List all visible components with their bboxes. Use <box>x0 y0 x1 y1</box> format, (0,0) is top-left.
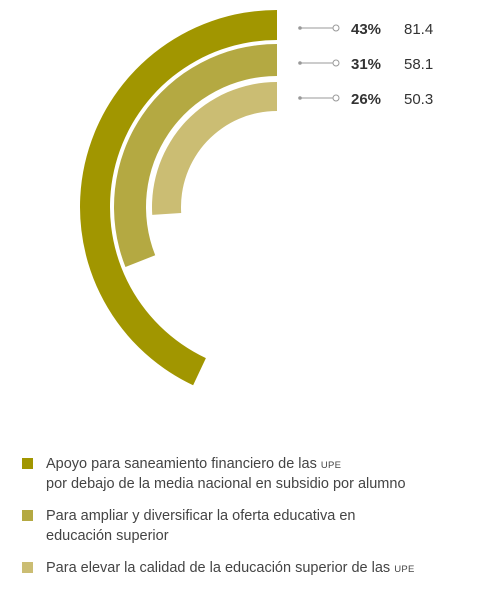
percent-label: 43% <box>351 21 381 38</box>
legend-line-2: por debajo de la media nacional en subsi… <box>46 476 406 492</box>
radial-bar-chart: 43% 81.4 31% 58.1 26% 50.3 <box>80 10 433 386</box>
legend-swatch <box>22 510 33 521</box>
legend-swatch <box>22 458 33 469</box>
legend-line-1: Para ampliar y diversificar la oferta ed… <box>46 508 356 524</box>
value-label: 58.1 <box>404 56 433 73</box>
arc-bar-1 <box>80 10 277 386</box>
value-label: 81.4 <box>404 21 433 38</box>
connector-dot <box>298 61 302 65</box>
legend-line-1: Apoyo para saneamiento financiero de las… <box>46 456 342 472</box>
connector-endpoint <box>332 94 340 102</box>
connector-endpoint <box>332 59 340 67</box>
connector-dot <box>298 26 302 30</box>
percent-label: 31% <box>351 56 381 73</box>
connector-dot <box>298 96 302 100</box>
arc-bar-2 <box>113 44 277 268</box>
connector-endpoint <box>332 24 340 32</box>
percent-label: 26% <box>351 91 381 108</box>
legend-swatch <box>22 562 33 573</box>
value-label: 50.3 <box>404 91 433 108</box>
legend-line-1: Para elevar la calidad de la educación s… <box>46 560 415 576</box>
legend-line-2: educación superior <box>46 528 169 544</box>
legend-item-calidad: Para elevar la calidad de la educación s… <box>22 559 477 579</box>
legend: Apoyo para saneamiento financiero de las… <box>22 455 477 593</box>
legend-item-saneamiento: Apoyo para saneamiento financiero de las… <box>22 455 477 493</box>
arc-bar-3 <box>152 82 277 215</box>
legend-item-ampliar: Para ampliar y diversificar la oferta ed… <box>22 507 477 545</box>
